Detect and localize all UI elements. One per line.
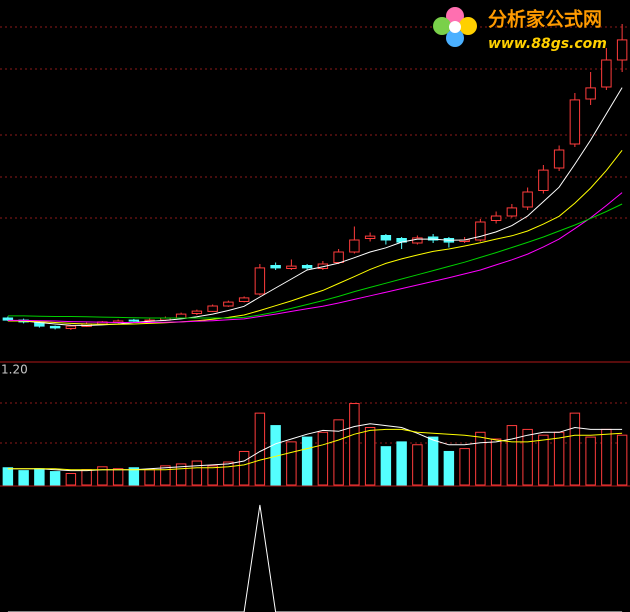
volume-bar <box>34 468 45 486</box>
volume-bar <box>191 460 203 486</box>
volume-bar <box>396 441 407 486</box>
volume-bar <box>364 427 376 486</box>
volume-bar <box>380 446 392 486</box>
volume-bar <box>223 461 234 486</box>
volume-bar <box>522 428 533 486</box>
volume-bar <box>569 412 581 486</box>
logo-url: www.88gs.com <box>488 36 607 52</box>
volume-bar <box>601 428 612 486</box>
candle-body <box>522 191 533 208</box>
volume-bar <box>18 470 29 486</box>
volume-bar <box>254 412 266 486</box>
candle-body <box>270 265 281 269</box>
candle-body <box>569 99 581 145</box>
volume-bar <box>112 468 124 486</box>
logo-title: 分析家公式网 <box>488 8 602 31</box>
candle-body <box>65 325 77 330</box>
candle-body <box>538 169 549 192</box>
volume-bar <box>81 469 92 486</box>
candle-body <box>286 265 297 270</box>
volume-bar <box>128 467 140 486</box>
candle-body <box>2 317 14 321</box>
candle-body <box>364 235 376 240</box>
volume-bar <box>616 434 628 486</box>
candle-body <box>333 251 344 263</box>
logo-petal <box>459 17 477 35</box>
logo: 分析家公式网 www.88gs.com <box>433 7 607 52</box>
volume-bar <box>412 444 423 486</box>
volume-bar <box>175 463 187 486</box>
candle-body <box>128 319 140 322</box>
candle-body <box>506 207 518 217</box>
volume-bar <box>349 403 360 486</box>
y-tick-label: 1.20 <box>1 363 28 377</box>
volume-bar <box>238 450 250 486</box>
volume-bar <box>553 431 565 486</box>
volume-bar <box>97 466 108 486</box>
volume-bar <box>333 419 344 486</box>
grid <box>0 26 630 444</box>
candle-body <box>616 39 628 61</box>
volume-bar <box>443 450 455 486</box>
line <box>7 149 623 325</box>
volume-bar <box>207 465 218 486</box>
candle-body <box>207 305 218 312</box>
volume-bar <box>427 436 439 486</box>
volume-bar <box>49 471 61 486</box>
candle-body <box>301 265 313 269</box>
candle-body <box>238 297 250 302</box>
volume-bar <box>144 469 155 486</box>
line <box>7 192 623 323</box>
candle-body <box>223 301 234 307</box>
logo-petal <box>446 29 464 47</box>
volume-bar <box>317 431 329 486</box>
candle-body <box>427 236 439 241</box>
volume-bar <box>2 467 14 486</box>
logo-center <box>449 21 461 33</box>
candle-body <box>553 149 565 169</box>
candle-body <box>601 59 612 88</box>
line <box>7 203 623 319</box>
volume-bar <box>459 448 470 486</box>
candle-body <box>191 310 203 315</box>
volume-bar <box>65 473 77 486</box>
candle-body <box>585 87 596 100</box>
candle-body <box>475 221 486 241</box>
candle-body <box>49 325 61 329</box>
volume-bar <box>475 431 486 486</box>
volume-bar <box>301 436 313 486</box>
candle-body <box>349 239 360 253</box>
volume-bar <box>506 425 518 486</box>
candle-body <box>175 313 187 319</box>
volume-bar <box>585 436 596 486</box>
volume-bar <box>490 438 502 486</box>
candle-body <box>490 215 502 221</box>
volume-bar <box>286 441 297 486</box>
candle-body <box>380 235 392 241</box>
line <box>7 504 623 612</box>
line <box>7 428 623 471</box>
logo-petal <box>446 7 464 25</box>
volume-bar <box>160 465 171 486</box>
volume-bar <box>538 434 549 486</box>
candle-body <box>254 267 266 295</box>
logo-petal <box>433 17 451 35</box>
